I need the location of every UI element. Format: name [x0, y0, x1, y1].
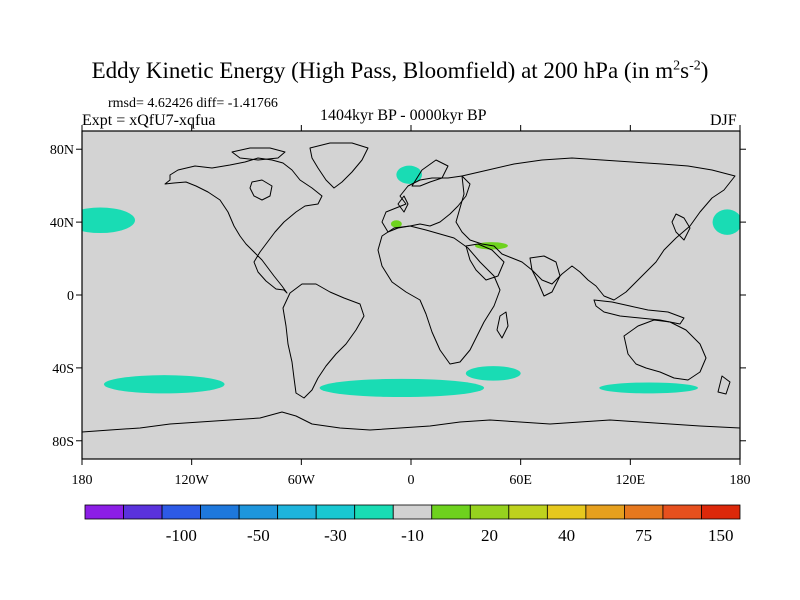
- lat-tick-label: 80N: [50, 143, 74, 158]
- coast-madagascar: [496, 311, 509, 339]
- colorbar-swatch: [431, 504, 471, 520]
- colorbar-swatch: [701, 504, 741, 520]
- colorbar-swatch: [277, 504, 317, 520]
- season-label: DJF: [710, 112, 737, 129]
- anomaly-region-north-pacific-west: [82, 207, 135, 234]
- lon-tick-label: 0: [408, 473, 415, 488]
- anomaly-fields: [82, 165, 740, 398]
- colorbar-swatch: [200, 504, 240, 520]
- colorbar-swatch: [315, 504, 356, 520]
- coast-arctic-islands: [231, 147, 286, 161]
- coast-india: [529, 255, 561, 297]
- chart-title: Eddy Kinetic Energy (High Pass, Bloomfie…: [91, 58, 709, 83]
- time-period-label: 1404kyr BP - 0000kyr BP: [320, 107, 487, 124]
- coast-europe: [381, 175, 471, 233]
- lat-tick-label: 40N: [50, 216, 74, 231]
- coast-hudson-bay: [249, 179, 273, 201]
- colorbar-label: 75: [635, 526, 652, 545]
- lon-tick-label: 180: [730, 473, 751, 488]
- coast-greenland: [309, 142, 369, 189]
- coast-south-america: [282, 283, 365, 399]
- coast-australia: [623, 319, 707, 381]
- colorbar-swatch: [84, 504, 124, 520]
- colorbar: -100 -50 -30 -10 20 40 75 150: [84, 504, 741, 545]
- coast-scandinavia: [411, 159, 449, 187]
- colorbar-label: -30: [324, 526, 347, 545]
- colorbar-swatch: [354, 504, 394, 520]
- anomaly-region-iberia: [390, 220, 402, 228]
- anomaly-region-south-pacific: [103, 375, 225, 394]
- colorbar-label: 40: [558, 526, 575, 545]
- coast-indonesia: [593, 299, 685, 325]
- lat-tick-label: 80S: [52, 435, 74, 450]
- colorbar-swatch: [662, 504, 702, 520]
- coast-africa: [377, 225, 501, 365]
- colorbar-swatch: [123, 504, 163, 520]
- anomaly-region-south-atlantic-indian: [319, 378, 485, 398]
- anomaly-region-north-pacific-east: [712, 209, 740, 235]
- coast-north-america: [164, 157, 323, 294]
- coast-asia: [455, 157, 736, 301]
- anomaly-region-south-indian: [465, 366, 521, 381]
- colorbar-swatch: [392, 504, 433, 520]
- lon-tick-label: 60E: [509, 473, 532, 488]
- coast-british-isles: [397, 195, 409, 213]
- anomaly-region-south-australia: [599, 382, 698, 394]
- lon-tick-label: 120W: [175, 473, 210, 488]
- colorbar-swatch: [238, 504, 279, 520]
- experiment-label: Expt = xQfU7-xqfua: [82, 112, 216, 129]
- map-axes: 80N 40N 0 40S 80S 180 120W 60W 0 60E 120E 180: [50, 125, 751, 488]
- coast-arabia: [465, 243, 505, 281]
- colorbar-label: 150: [708, 526, 734, 545]
- colorbar-swatch: [469, 504, 510, 520]
- lon-tick-label: 60W: [288, 473, 316, 488]
- coastlines: [82, 142, 740, 433]
- anomaly-region-north-atlantic: [396, 165, 422, 184]
- lon-tick-label: 120E: [616, 473, 646, 488]
- colorbar-swatch: [624, 504, 664, 520]
- colorbar-swatch: [546, 504, 587, 520]
- coast-antarctica: [82, 411, 740, 433]
- lat-tick-label: 0: [67, 289, 74, 304]
- colorbar-label: 20: [481, 526, 498, 545]
- lat-tick-label: 40S: [52, 362, 74, 377]
- colorbar-swatch: [585, 504, 625, 520]
- colorbar-label: -100: [166, 526, 197, 545]
- colorbar-label: -50: [247, 526, 270, 545]
- lon-tick-label: 180: [72, 473, 93, 488]
- rmsd-diff-stats: rmsd= 4.62426 diff= -1.41766: [108, 96, 278, 111]
- colorbar-swatch: [508, 504, 548, 520]
- colorbar-swatch: [161, 504, 201, 520]
- colorbar-label: -10: [401, 526, 424, 545]
- coast-japan: [671, 213, 691, 241]
- coast-new-zealand: [717, 375, 731, 395]
